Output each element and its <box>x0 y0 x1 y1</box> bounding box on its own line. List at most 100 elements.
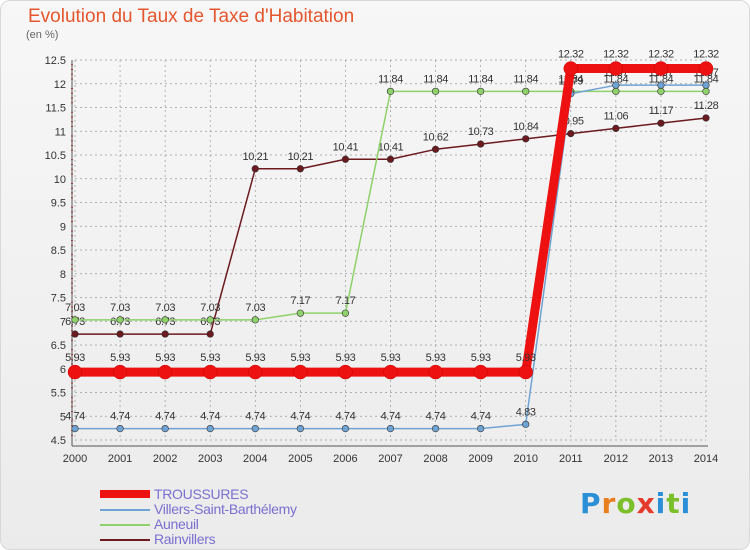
data-point-troussures <box>157 364 173 380</box>
data-label-auneuil: 11.84 <box>603 73 628 85</box>
data-label-troussures: 5.93 <box>471 352 491 364</box>
chart-title: Evolution du Taux de Taxe d'Habitation <box>28 6 355 27</box>
data-label-auneuil: 7.03 <box>200 302 220 314</box>
data-point-auneuil <box>251 316 259 324</box>
x-tick-label: 2008 <box>423 453 447 465</box>
legend-swatch-rainvillers <box>100 539 150 541</box>
data-point-villers-saint-barth-lemy <box>702 81 710 89</box>
data-point-rainvillers <box>522 135 530 143</box>
y-tick-label: 6 <box>60 364 66 376</box>
y-tick-label: 9.5 <box>51 198 66 210</box>
data-label-auneuil: 11.84 <box>513 73 538 85</box>
data-label-auneuil: 7.03 <box>65 302 85 314</box>
data-label-auneuil: 7.17 <box>336 295 356 307</box>
data-point-troussures <box>608 61 624 76</box>
data-point-rainvillers <box>431 145 440 153</box>
y-tick-label: 9 <box>60 221 66 233</box>
legend-item-rainvillers: Rainvillers <box>100 531 360 547</box>
data-point-auneuil <box>386 87 395 95</box>
data-label-auneuil: 11.84 <box>694 73 719 85</box>
y-tick-label: 7 <box>60 316 66 328</box>
data-point-troussures <box>473 364 488 380</box>
data-point-rainvillers <box>251 165 259 173</box>
data-point-villers-saint-barth-lemy <box>296 425 304 433</box>
y-tick-label: 11.5 <box>45 103 66 115</box>
data-point-villers-saint-barth-lemy <box>71 425 79 433</box>
x-tick-label: 2006 <box>333 453 357 465</box>
data-label-villers-saint-barth-lemy: 4.83 <box>516 406 536 418</box>
y-tick-label: 12 <box>54 79 66 91</box>
x-tick-label: 2007 <box>378 453 402 465</box>
x-tick-label: 2005 <box>288 453 312 465</box>
data-point-rainvillers <box>386 155 395 163</box>
data-label-villers-saint-barth-lemy: 4.74 <box>245 411 265 423</box>
data-point-auneuil <box>296 309 304 317</box>
data-point-troussures <box>293 364 308 380</box>
data-label-villers-saint-barth-lemy: 4.74 <box>155 411 175 423</box>
data-point-rainvillers <box>702 114 710 122</box>
data-point-auneuil <box>161 316 169 324</box>
data-label-rainvillers: 10.84 <box>513 121 539 133</box>
legend-item-villers: Villers-Saint-Barthélemy <box>100 501 360 517</box>
data-point-villers-saint-barth-lemy <box>522 420 530 428</box>
data-point-troussures <box>112 364 128 380</box>
data-label-troussures: 12.32 <box>693 49 719 61</box>
x-tick-label: 2014 <box>694 453 718 465</box>
data-point-rainvillers <box>161 330 169 338</box>
data-point-villers-saint-barth-lemy <box>251 425 259 433</box>
data-label-villers-saint-barth-lemy: 4.74 <box>65 411 85 423</box>
data-point-rainvillers <box>567 130 575 138</box>
data-label-troussures: 5.93 <box>200 352 220 364</box>
y-tick-label: 12.5 <box>45 55 66 67</box>
legend-label-rainvillers: Rainvillers <box>154 531 216 547</box>
data-point-villers-saint-barth-lemy <box>657 81 665 89</box>
data-label-troussures: 5.93 <box>110 352 130 364</box>
data-label-rainvillers: 11.28 <box>694 100 719 112</box>
data-label-rainvillers: 10.21 <box>243 151 269 163</box>
data-point-troussures <box>383 364 398 380</box>
data-point-villers-saint-barth-lemy <box>431 425 440 433</box>
data-label-rainvillers: 11.17 <box>649 105 674 117</box>
x-tick-label: 2003 <box>198 453 222 465</box>
data-point-villers-saint-barth-lemy <box>161 425 169 433</box>
data-point-rainvillers <box>657 119 665 127</box>
data-label-rainvillers: 10.73 <box>468 126 494 138</box>
data-point-troussures <box>653 61 669 76</box>
data-point-auneuil <box>522 87 530 95</box>
data-point-troussures <box>698 61 714 76</box>
data-point-villers-saint-barth-lemy <box>206 425 214 433</box>
legend-label-villers: Villers-Saint-Barthélemy <box>154 501 297 517</box>
data-label-villers-saint-barth-lemy: 4.74 <box>381 411 401 423</box>
data-point-troussures <box>428 364 443 380</box>
data-label-troussures: 5.93 <box>336 352 356 364</box>
legend: TROUSSURES Villers-Saint-Barthélemy Aune… <box>100 486 360 547</box>
data-label-rainvillers: 10.41 <box>333 141 359 153</box>
legend-item-auneuil: Auneuil <box>100 516 360 532</box>
data-label-troussures: 5.93 <box>381 352 401 364</box>
data-label-villers-saint-barth-lemy: 4.74 <box>290 411 310 423</box>
data-point-villers-saint-barth-lemy <box>477 425 485 433</box>
x-tick-label: 2010 <box>513 453 537 465</box>
data-label-troussures: 5.93 <box>516 352 536 364</box>
data-point-rainvillers <box>206 330 214 338</box>
proxiti-logo: Proxiti <box>580 487 692 520</box>
data-point-villers-saint-barth-lemy <box>341 425 350 433</box>
data-label-auneuil: 11.84 <box>423 73 448 85</box>
data-point-auneuil <box>612 87 620 95</box>
data-label-rainvillers: 10.62 <box>423 131 449 143</box>
data-point-auneuil <box>341 309 350 317</box>
x-tick-label: 2000 <box>63 453 87 465</box>
legend-swatch-auneuil <box>100 524 150 526</box>
x-tick-label: 2013 <box>649 453 673 465</box>
x-tick-label: 2002 <box>153 453 177 465</box>
data-point-troussures <box>518 364 533 380</box>
data-label-troussures: 5.93 <box>290 352 310 364</box>
data-label-troussures: 5.93 <box>426 352 446 364</box>
y-tick-label: 5 <box>60 411 66 423</box>
data-label-auneuil: 11.84 <box>468 73 493 85</box>
x-tick-label: 2011 <box>559 453 583 465</box>
data-label-auneuil: 7.17 <box>290 295 310 307</box>
data-point-troussures <box>563 61 579 76</box>
data-point-auneuil <box>702 87 710 95</box>
legend-swatch-troussures <box>100 490 150 498</box>
